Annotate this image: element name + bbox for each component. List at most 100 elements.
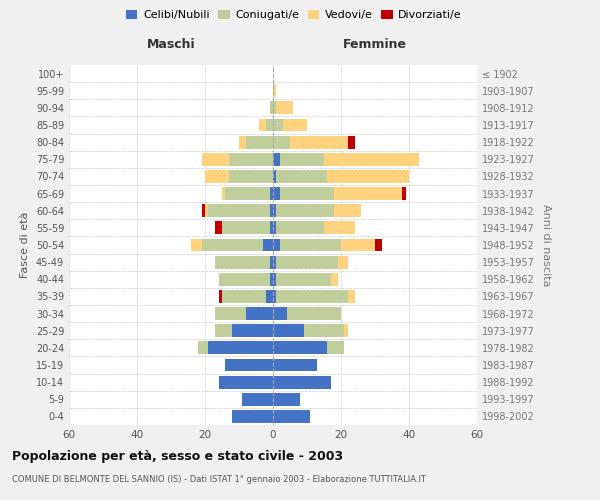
Bar (273, 324, 304, 337)
Bar (273, 118, 307, 132)
Bar (273, 136, 348, 148)
Bar (273, 238, 382, 252)
Bar (215, 307, 273, 320)
Bar (222, 187, 273, 200)
Bar (239, 136, 273, 148)
Bar (273, 204, 334, 217)
Bar (273, 376, 331, 388)
Bar (242, 393, 273, 406)
Bar (273, 222, 277, 234)
Bar (273, 256, 338, 268)
Bar (273, 307, 287, 320)
Bar (215, 324, 273, 337)
Bar (232, 410, 273, 423)
Bar (202, 238, 273, 252)
Bar (273, 410, 310, 423)
Bar (246, 136, 273, 148)
Bar (191, 238, 273, 252)
Bar (273, 238, 375, 252)
Bar (273, 204, 361, 217)
Bar (273, 290, 277, 303)
Bar (273, 102, 293, 114)
Bar (273, 256, 348, 268)
Bar (218, 376, 273, 388)
Bar (242, 393, 273, 406)
Bar (273, 256, 277, 268)
Bar (273, 102, 293, 114)
Bar (273, 358, 317, 372)
Bar (273, 222, 324, 234)
Bar (226, 358, 273, 372)
Bar (222, 187, 273, 200)
Bar (215, 307, 273, 320)
Bar (198, 342, 273, 354)
Bar (215, 307, 273, 320)
Bar (218, 273, 273, 285)
Bar (273, 376, 331, 388)
Bar (273, 342, 344, 354)
Bar (273, 376, 331, 388)
Bar (202, 153, 273, 166)
Bar (273, 342, 328, 354)
Bar (273, 358, 317, 372)
Bar (269, 222, 273, 234)
Bar (273, 324, 348, 337)
Bar (202, 204, 273, 217)
Bar (202, 153, 273, 166)
Bar (229, 153, 273, 166)
Bar (269, 102, 273, 114)
Bar (269, 256, 273, 268)
Bar (269, 187, 273, 200)
Bar (242, 393, 273, 406)
Bar (269, 102, 273, 114)
Bar (226, 358, 273, 372)
Bar (273, 204, 277, 217)
Bar (215, 256, 273, 268)
Bar (242, 393, 273, 406)
Bar (229, 170, 273, 183)
Bar (222, 290, 273, 303)
Bar (266, 290, 273, 303)
Bar (273, 273, 277, 285)
Bar (259, 118, 273, 132)
Bar (232, 324, 273, 337)
Bar (273, 204, 361, 217)
Text: Femmine: Femmine (343, 38, 407, 52)
Bar (232, 410, 273, 423)
Bar (273, 393, 300, 406)
Bar (273, 410, 310, 423)
Bar (259, 118, 273, 132)
Bar (273, 358, 317, 372)
Bar (273, 222, 355, 234)
Bar (208, 204, 273, 217)
Bar (273, 290, 355, 303)
Legend: Celibi/Nubili, Coniugati/e, Vedovi/e, Divorziati/e: Celibi/Nubili, Coniugati/e, Vedovi/e, Di… (122, 6, 466, 25)
Bar (226, 187, 273, 200)
Bar (273, 273, 338, 285)
Bar (273, 170, 409, 183)
Bar (218, 376, 273, 388)
Bar (273, 84, 277, 97)
Bar (273, 136, 290, 148)
Bar (269, 273, 273, 285)
Bar (273, 324, 344, 337)
Bar (208, 342, 273, 354)
Bar (269, 102, 273, 114)
Bar (215, 324, 273, 337)
Bar (215, 256, 273, 268)
Bar (273, 410, 310, 423)
Bar (215, 222, 273, 234)
Bar (273, 393, 300, 406)
Bar (273, 273, 338, 285)
Bar (273, 136, 355, 148)
Bar (273, 393, 300, 406)
Bar (215, 256, 273, 268)
Bar (215, 324, 273, 337)
Bar (273, 324, 348, 337)
Bar (205, 170, 273, 183)
Bar (273, 410, 310, 423)
Bar (273, 187, 334, 200)
Bar (273, 170, 409, 183)
Bar (226, 358, 273, 372)
Bar (232, 410, 273, 423)
